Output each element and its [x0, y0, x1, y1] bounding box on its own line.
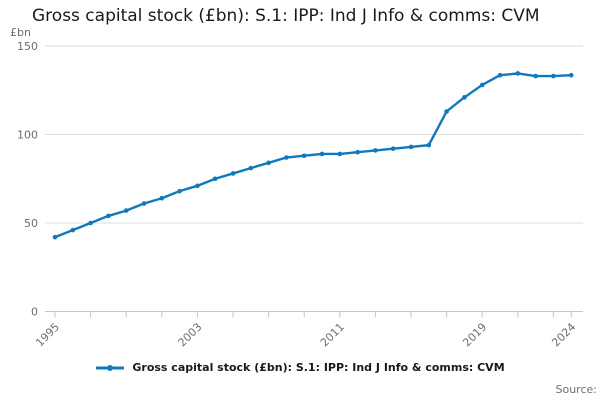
data-point-2008[interactable]	[284, 155, 289, 160]
data-point-2019[interactable]	[479, 82, 485, 88]
data-point-2004[interactable]	[212, 176, 218, 182]
y-tick-label-0: 0	[31, 306, 38, 319]
data-point-2018[interactable]	[462, 95, 467, 100]
data-point-2016[interactable]	[426, 142, 432, 148]
data-point-2014[interactable]	[390, 146, 396, 151]
x-tick-label-2011: 2011	[318, 320, 347, 349]
x-tick-label-1995: 1995	[33, 320, 62, 349]
data-point-1999[interactable]	[123, 208, 129, 213]
data-point-2021[interactable]	[515, 71, 521, 76]
y-tick-label-50: 50	[24, 217, 38, 230]
data-point-2005[interactable]	[230, 171, 236, 176]
data-point-2015[interactable]	[408, 144, 414, 150]
source-label: Source:	[555, 383, 598, 396]
series-line	[53, 72, 573, 239]
data-point-2003[interactable]	[195, 183, 200, 189]
data-point-2009[interactable]	[301, 153, 307, 159]
data-point-2006[interactable]	[248, 165, 254, 171]
data-point-2001[interactable]	[159, 195, 165, 201]
data-point-1997[interactable]	[88, 220, 93, 226]
data-point-2022[interactable]	[533, 73, 538, 79]
data-point-2013[interactable]	[373, 148, 378, 153]
chart-title: Gross capital stock (£bn): S.1: IPP: Ind…	[32, 6, 540, 26]
legend-label: Gross capital stock (£bn): S.1: IPP: Ind…	[132, 361, 505, 374]
data-point-2007[interactable]	[266, 160, 271, 166]
line-chart[interactable]: 0 50 100 150 1995 2003 2011 2019 2024	[0, 0, 600, 358]
x-tick-label-2003: 2003	[176, 320, 205, 349]
legend-marker-dot	[107, 364, 114, 371]
data-point-2010[interactable]	[319, 151, 325, 157]
y-tick-label-100: 100	[17, 129, 38, 142]
data-point-2023[interactable]	[551, 73, 556, 79]
data-point-1995[interactable]	[52, 234, 58, 240]
y-axis-unit-label: £bn	[10, 26, 31, 39]
x-tick-label-2019: 2019	[460, 320, 489, 349]
data-point-2017[interactable]	[444, 109, 449, 114]
data-point-2011[interactable]	[337, 151, 343, 157]
data-point-2000[interactable]	[141, 201, 147, 206]
legend-line-swatch	[96, 364, 125, 371]
data-point-2020[interactable]	[497, 72, 503, 78]
x-tick-label-2024: 2024	[549, 320, 578, 349]
y-tick-label-150: 150	[17, 40, 38, 53]
legend: Gross capital stock (£bn): S.1: IPP: Ind…	[0, 361, 600, 374]
data-point-2024[interactable]	[568, 72, 574, 78]
data-point-1996[interactable]	[70, 227, 76, 233]
data-point-2002[interactable]	[177, 188, 182, 194]
data-point-1998[interactable]	[106, 213, 111, 219]
data-point-2012[interactable]	[355, 149, 360, 155]
